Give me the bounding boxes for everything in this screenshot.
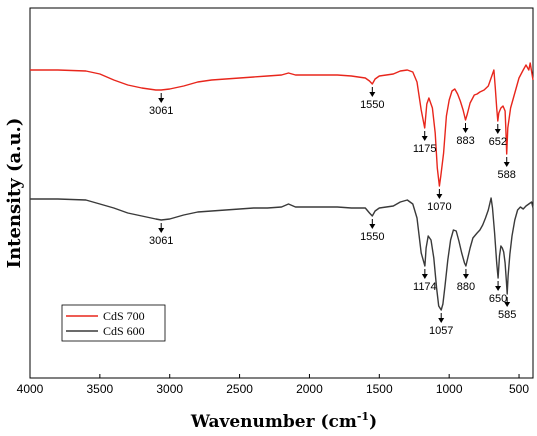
x-axis-ticks: 4000 3500 3000 2500 2000 1500 1000 500: [17, 374, 529, 396]
peak-label: 1175: [413, 143, 437, 155]
legend: CdS 700 CdS 600: [61, 304, 166, 342]
x-tick-label: 1500: [366, 382, 393, 396]
peak-arrow-head: [436, 194, 443, 199]
legend-box: [61, 304, 166, 342]
legend-label-cds-600: CdS 600: [103, 324, 145, 338]
peak-arrow-head: [158, 98, 165, 103]
peak-label: 3061: [149, 105, 173, 117]
peak-label: 1070: [427, 201, 451, 213]
peak-label: 588: [498, 169, 516, 181]
peak-label: 652: [489, 136, 507, 148]
x-tick-label: 2000: [296, 382, 323, 396]
peak-label: 585: [498, 309, 516, 321]
peak-arrow-head: [504, 302, 511, 307]
peak-arrow-head: [421, 136, 428, 141]
peak-arrow-head: [158, 228, 165, 233]
peak-arrow-head: [462, 274, 469, 279]
x-axis-title-main: Wavenumber (cm: [190, 412, 357, 432]
x-tick-label: 3500: [87, 382, 114, 396]
series-layer: [30, 62, 534, 311]
peak-arrow-head: [495, 286, 502, 291]
peak-label: 1057: [429, 325, 453, 337]
legend-label-cds-700: CdS 700: [103, 309, 145, 323]
peak-label: 3061: [149, 235, 173, 247]
x-tick-label: 4000: [17, 382, 44, 396]
plot-frame: [29, 7, 534, 379]
peak-arrow-head: [503, 162, 510, 167]
peak-label: 650: [489, 293, 507, 305]
x-axis-title-superscript: -1: [357, 410, 369, 423]
peak-label: 883: [456, 135, 474, 147]
peak-arrow-head: [438, 318, 445, 323]
peak-arrow-head: [369, 224, 376, 229]
x-tick-label: 3000: [156, 382, 183, 396]
series-line-cds-700: [30, 62, 534, 187]
peak-label: 1550: [360, 99, 384, 111]
peak-arrow-head: [494, 129, 501, 134]
y-axis-title: Intensity (a.u.): [4, 118, 25, 269]
peak-arrow-head: [421, 274, 428, 279]
x-tick-label: 2500: [226, 382, 253, 396]
x-tick-label: 500: [509, 382, 529, 396]
series-line-cds-600: [30, 197, 534, 311]
peak-arrow-head: [369, 92, 376, 97]
peak-label: 880: [457, 281, 475, 293]
peak-label: 1550: [360, 231, 384, 243]
x-axis-title-suffix: ): [369, 412, 377, 432]
peak-arrow-head: [462, 128, 469, 133]
x-tick-label: 1000: [436, 382, 463, 396]
annotation-layer: 3061 1550 1175 1070 883 652 588 3061 1550 1174 105…: [149, 87, 516, 337]
x-axis-title: Wavenumber (cm-1): [190, 410, 377, 432]
peak-label: 1174: [413, 281, 437, 293]
